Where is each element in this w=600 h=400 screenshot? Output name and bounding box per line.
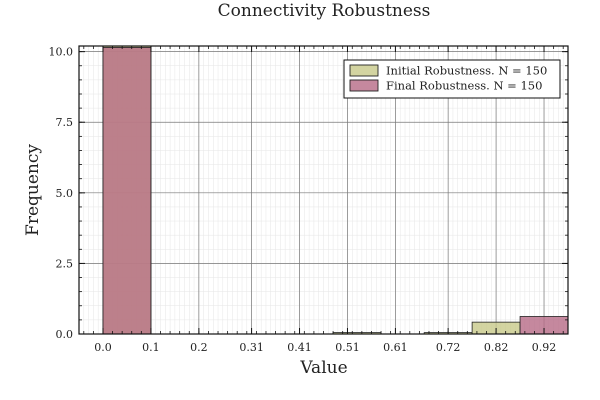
x-axis-label: Value bbox=[299, 358, 347, 378]
legend-label-0: Initial Robustness. N = 150 bbox=[386, 64, 547, 78]
x-tick-label: 0.51 bbox=[335, 341, 360, 354]
legend-swatch-1 bbox=[349, 79, 379, 92]
x-tick-label: 0.61 bbox=[383, 341, 408, 354]
x-tick-label: 0.2 bbox=[190, 341, 208, 354]
y-tick-label: 7.5 bbox=[56, 116, 74, 129]
x-tick-label: 0.1 bbox=[142, 341, 160, 354]
legend-swatch-0 bbox=[349, 64, 379, 77]
legend-box bbox=[343, 59, 561, 99]
plot-area: 0.0 0.1 0.2 0.31 0.41 0.51 0.61 0.72 0.82 0.92 0.0… bbox=[49, 45, 569, 354]
y-tick-label: 10.0 bbox=[49, 46, 74, 59]
x-tick-label: 0.31 bbox=[239, 341, 264, 354]
histogram-bar-series-1-bin-0 bbox=[102, 47, 152, 335]
y-tick-label: 2.5 bbox=[56, 257, 74, 270]
chart-title: Connectivity Robustness bbox=[218, 1, 431, 21]
legend-label-1: Final Robustness. N = 150 bbox=[386, 79, 542, 93]
y-tick-label: 5.0 bbox=[56, 187, 74, 200]
x-tick-label: 0.82 bbox=[484, 341, 509, 354]
x-tick-label: 0.41 bbox=[287, 341, 312, 354]
y-tick-label: 0.0 bbox=[56, 328, 74, 341]
x-tick-label: 0.0 bbox=[94, 341, 112, 354]
x-tick-label: 0.72 bbox=[436, 341, 461, 354]
x-tick-label: 0.92 bbox=[532, 341, 557, 354]
y-axis-label: Frequency bbox=[23, 144, 43, 236]
